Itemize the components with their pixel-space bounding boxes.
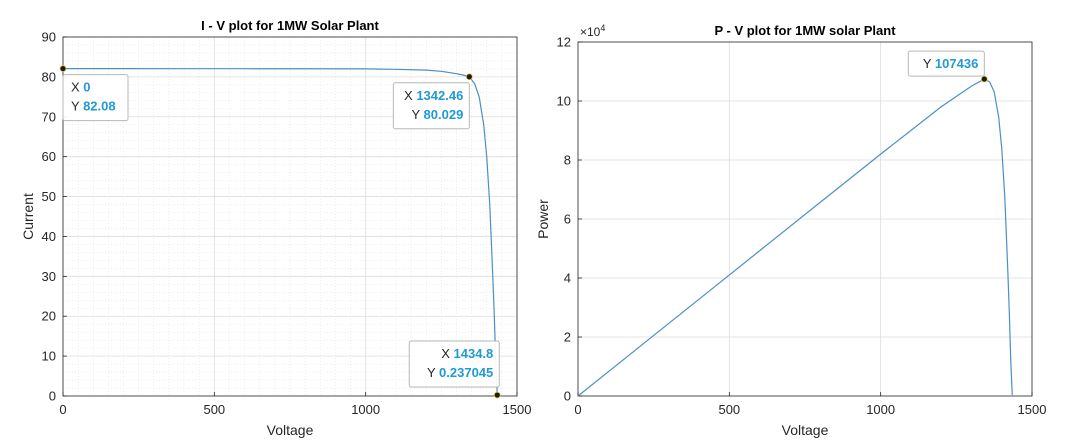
iv-datatip-marker[interactable] — [465, 73, 473, 81]
iv-y-tick-label: 0 — [49, 389, 56, 404]
iv-x-tick-label: 1500 — [503, 402, 532, 417]
iv-y-tick-label: 30 — [42, 269, 56, 284]
iv-datatip-box — [392, 82, 470, 130]
datatip-value: 1434.8 — [454, 346, 494, 361]
iv-datatip[interactable]: X 0Y 82.08 — [62, 74, 129, 122]
pv-y-tick-label: 6 — [564, 212, 571, 227]
datatip-value: 0 — [83, 80, 90, 95]
iv-datatip-line: Y 82.08 — [71, 99, 116, 114]
iv-datatip[interactable]: X 1342.46 Y 80.029 — [392, 82, 470, 130]
iv-datatip[interactable]: X 1434.8Y 0.237045 — [408, 340, 500, 388]
iv-curve-line — [62, 67, 498, 396]
pv-x-tick-label: 1500 — [1018, 402, 1047, 417]
iv-datatip-marker[interactable] — [59, 65, 67, 72]
iv-y-tick-label: 20 — [42, 309, 56, 324]
pv-x-tick-label: 1000 — [866, 402, 895, 417]
pv-y-exponent: ×104 — [580, 23, 605, 39]
pv-y-exponent-base: ×10 — [580, 25, 601, 39]
iv-y-tick-label: 50 — [42, 189, 56, 204]
iv-datatip-box — [62, 74, 129, 122]
pv-x-tick-label: 500 — [718, 402, 740, 417]
pv-curve-line — [577, 78, 1013, 397]
datatip-axis-label: X — [404, 88, 416, 103]
pv-datatip[interactable]: Y 107436 — [907, 50, 985, 77]
iv-x-tick-label: 1000 — [351, 402, 380, 417]
pv-datatips: Y 107436 — [907, 50, 988, 83]
datatip-axis-label: Y — [427, 365, 439, 380]
datatip-axis-label: Y — [71, 99, 83, 114]
iv-x-tick-label: 0 — [59, 402, 66, 417]
datatip-axis-label: X — [71, 80, 83, 95]
iv-y-tick-label: 60 — [42, 149, 56, 164]
datatip-value: 82.08 — [83, 99, 116, 114]
datatip-axis-label: X — [441, 346, 453, 361]
pv-x-axis-label: Voltage — [782, 422, 829, 438]
iv-datatip-line: X 1434.8 — [441, 346, 493, 361]
datatip-value: 80.029 — [424, 107, 464, 122]
pv-x-tick-label: 0 — [574, 402, 581, 417]
iv-datatip-box — [408, 340, 500, 388]
pv-axes-box — [577, 41, 1033, 397]
pv-y-axis-label: Power — [535, 199, 551, 239]
datatip-value: 1342.46 — [416, 88, 463, 103]
pv-y-tick-label: 12 — [557, 35, 571, 50]
iv-x-tick-label: 500 — [203, 402, 225, 417]
iv-chart-title: I - V plot for 1MW Solar Plant — [201, 18, 379, 33]
pv-chart-title: P - V plot for 1MW solar Plant — [714, 23, 896, 38]
pv-plot: 0 500 1000 1500 0 2 4 6 8 10 12 Y 107436 P - V plo… — [535, 23, 1046, 438]
iv-datatip-marker[interactable] — [493, 391, 501, 399]
pv-axis-ticks: 0 500 1000 1500 0 2 4 6 8 10 12 — [557, 35, 1047, 418]
iv-y-tick-label: 40 — [42, 229, 56, 244]
iv-datatip-line: Y 0.237045 — [427, 365, 493, 380]
datatip-value: 0.237045 — [439, 365, 493, 380]
datatip-axis-label: Y — [923, 56, 935, 71]
iv-y-tick-label: 80 — [42, 69, 56, 84]
iv-datatip-line: X 1342.46 — [404, 88, 463, 103]
iv-x-axis-label: Voltage — [267, 422, 314, 438]
pv-y-tick-label: 8 — [564, 153, 571, 168]
datatip-axis-label: Y — [411, 107, 423, 122]
pv-y-tick-label: 10 — [557, 94, 571, 109]
iv-y-axis-label: Current — [20, 193, 36, 240]
pv-y-tick-label: 0 — [564, 389, 571, 404]
pv-datatip-line: Y 107436 — [923, 56, 978, 71]
pv-y-tick-label: 4 — [564, 271, 571, 286]
pv-y-exponent-power: 4 — [600, 23, 605, 33]
iv-axis-ticks: 0 500 1000 1500 0 10 20 30 40 50 60 70 80 90 — [42, 30, 532, 418]
pv-datatip-marker[interactable] — [980, 75, 988, 83]
iv-axes-box — [62, 36, 518, 397]
iv-y-tick-label: 10 — [42, 349, 56, 364]
iv-datatip-line: X 0 — [71, 80, 91, 95]
iv-y-tick-label: 70 — [42, 109, 56, 124]
pv-datatip-box — [907, 50, 985, 77]
iv-y-tick-label: 90 — [42, 30, 56, 45]
datatip-value: 107436 — [935, 56, 978, 71]
iv-datatip-line: Y 80.029 — [411, 107, 463, 122]
pv-y-tick-label: 2 — [564, 330, 571, 345]
